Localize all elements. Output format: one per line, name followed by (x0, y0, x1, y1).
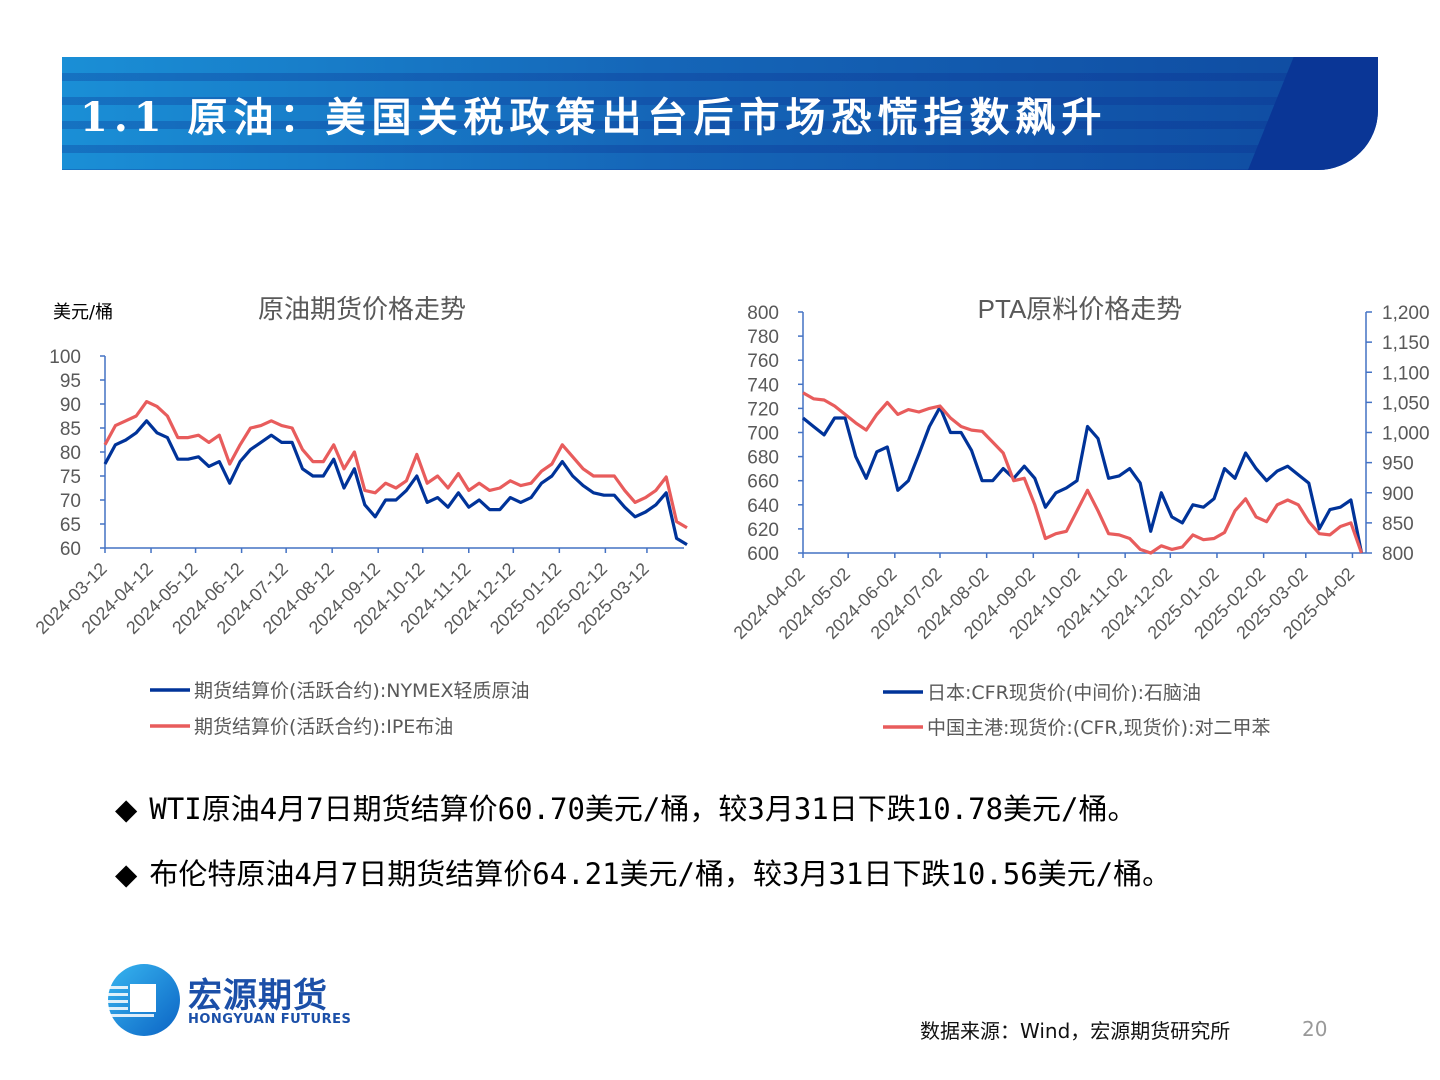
y-tick-label: 760 (747, 351, 779, 372)
bullet-brent: ◆ 布伦特原油4月7日期货结算价64.21美元/桶，较3月31日下跌10.56美元… (115, 851, 1171, 893)
bullet-wti: ◆ WTI原油4月7日期货结算价60.70美元/桶，较3月31日下跌10.78美元… (115, 786, 1137, 828)
y-tick-label: 740 (747, 375, 779, 396)
y2-tick-label: 1,050 (1382, 393, 1430, 414)
legend-label: 日本:CFR现货价(中间价):石脑油 (927, 682, 1201, 704)
y-tick-label: 80 (60, 443, 81, 464)
y-tick-label: 640 (747, 496, 779, 517)
y-tick-label: 800 (747, 303, 779, 324)
y2-tick-label: 950 (1382, 454, 1414, 475)
series-line-1 (802, 391, 1364, 555)
y2-tick-label: 1,150 (1382, 333, 1430, 354)
legend-label: 期货结算价(活跃合约):IPE布油 (194, 716, 453, 738)
y-tick-label: 680 (747, 448, 779, 469)
legend-label: 期货结算价(活跃合约):NYMEX轻质原油 (194, 680, 529, 702)
y-tick-label: 700 (747, 424, 779, 445)
y-tick-label: 720 (747, 399, 779, 420)
y2-tick-label: 1,200 (1382, 303, 1430, 324)
y2-tick-label: 1,000 (1382, 424, 1430, 445)
bullet-text: WTI原油4月7日期货结算价60.70美元/桶，较3月31日下跌10.78美元/… (149, 792, 1137, 826)
y2-tick-label: 800 (1382, 544, 1414, 565)
y2-tick-label: 850 (1382, 514, 1414, 535)
logo-emblem-icon (106, 964, 180, 1036)
data-source: 数据来源：Wind，宏源期货研究所 (920, 1019, 1231, 1043)
y-tick-label: 95 (60, 371, 81, 392)
series-line-0 (103, 419, 688, 546)
y-tick-label: 780 (747, 327, 779, 348)
y-tick-label: 620 (747, 520, 779, 541)
y-tick-label: 85 (60, 419, 81, 440)
y-tick-label: 90 (60, 395, 81, 416)
bullet-text: 布伦特原油4月7日期货结算价64.21美元/桶，较3月31日下跌10.56美元/… (149, 857, 1172, 891)
logo-text-cn: 宏源期货 (188, 976, 328, 1016)
page-title: 1.1 原油：美国关税政策出台后市场恐慌指数飙升 (80, 94, 1108, 141)
series-line-0 (801, 405, 1364, 554)
diamond-bullet-icon: ◆ (115, 792, 138, 826)
legend-label: 中国主港:现货价:(CFR,现货价):对二甲苯 (927, 717, 1270, 739)
series-line-1 (103, 400, 688, 530)
y-tick-label: 65 (60, 515, 81, 536)
chart-title: 原油期货价格走势 (258, 294, 466, 324)
company-logo: 宏源期货 HONGYUAN FUTURES (104, 962, 364, 1038)
y2-tick-label: 900 (1382, 484, 1414, 505)
title-banner: 1.1 原油：美国关税政策出台后市场恐慌指数飙升 (62, 57, 1378, 170)
chart-title: PTA原料价格走势 (978, 294, 1183, 324)
y-tick-label: 70 (60, 491, 81, 512)
y-axis-unit: 美元/桶 (53, 302, 113, 323)
y-tick-label: 600 (747, 544, 779, 565)
y-tick-label: 60 (60, 539, 81, 560)
pta-feedstock-chart: PTA原料价格走势 600 620 640 660 680 700 720 740 760 780 8… (730, 294, 1430, 739)
y2-tick-label: 1,100 (1382, 363, 1430, 384)
banner-stripes (62, 57, 1378, 170)
y-tick-label: 660 (747, 472, 779, 493)
diamond-bullet-icon: ◆ (115, 857, 138, 891)
logo-text-en: HONGYUAN FUTURES (188, 1012, 352, 1027)
y-tick-label: 100 (49, 347, 81, 368)
y-tick-label: 75 (60, 467, 81, 488)
crude-oil-futures-chart: 原油期货价格走势美元/桶60657075808590951002024-03-1… (32, 294, 688, 738)
page-number: 20 (1302, 1017, 1328, 1041)
